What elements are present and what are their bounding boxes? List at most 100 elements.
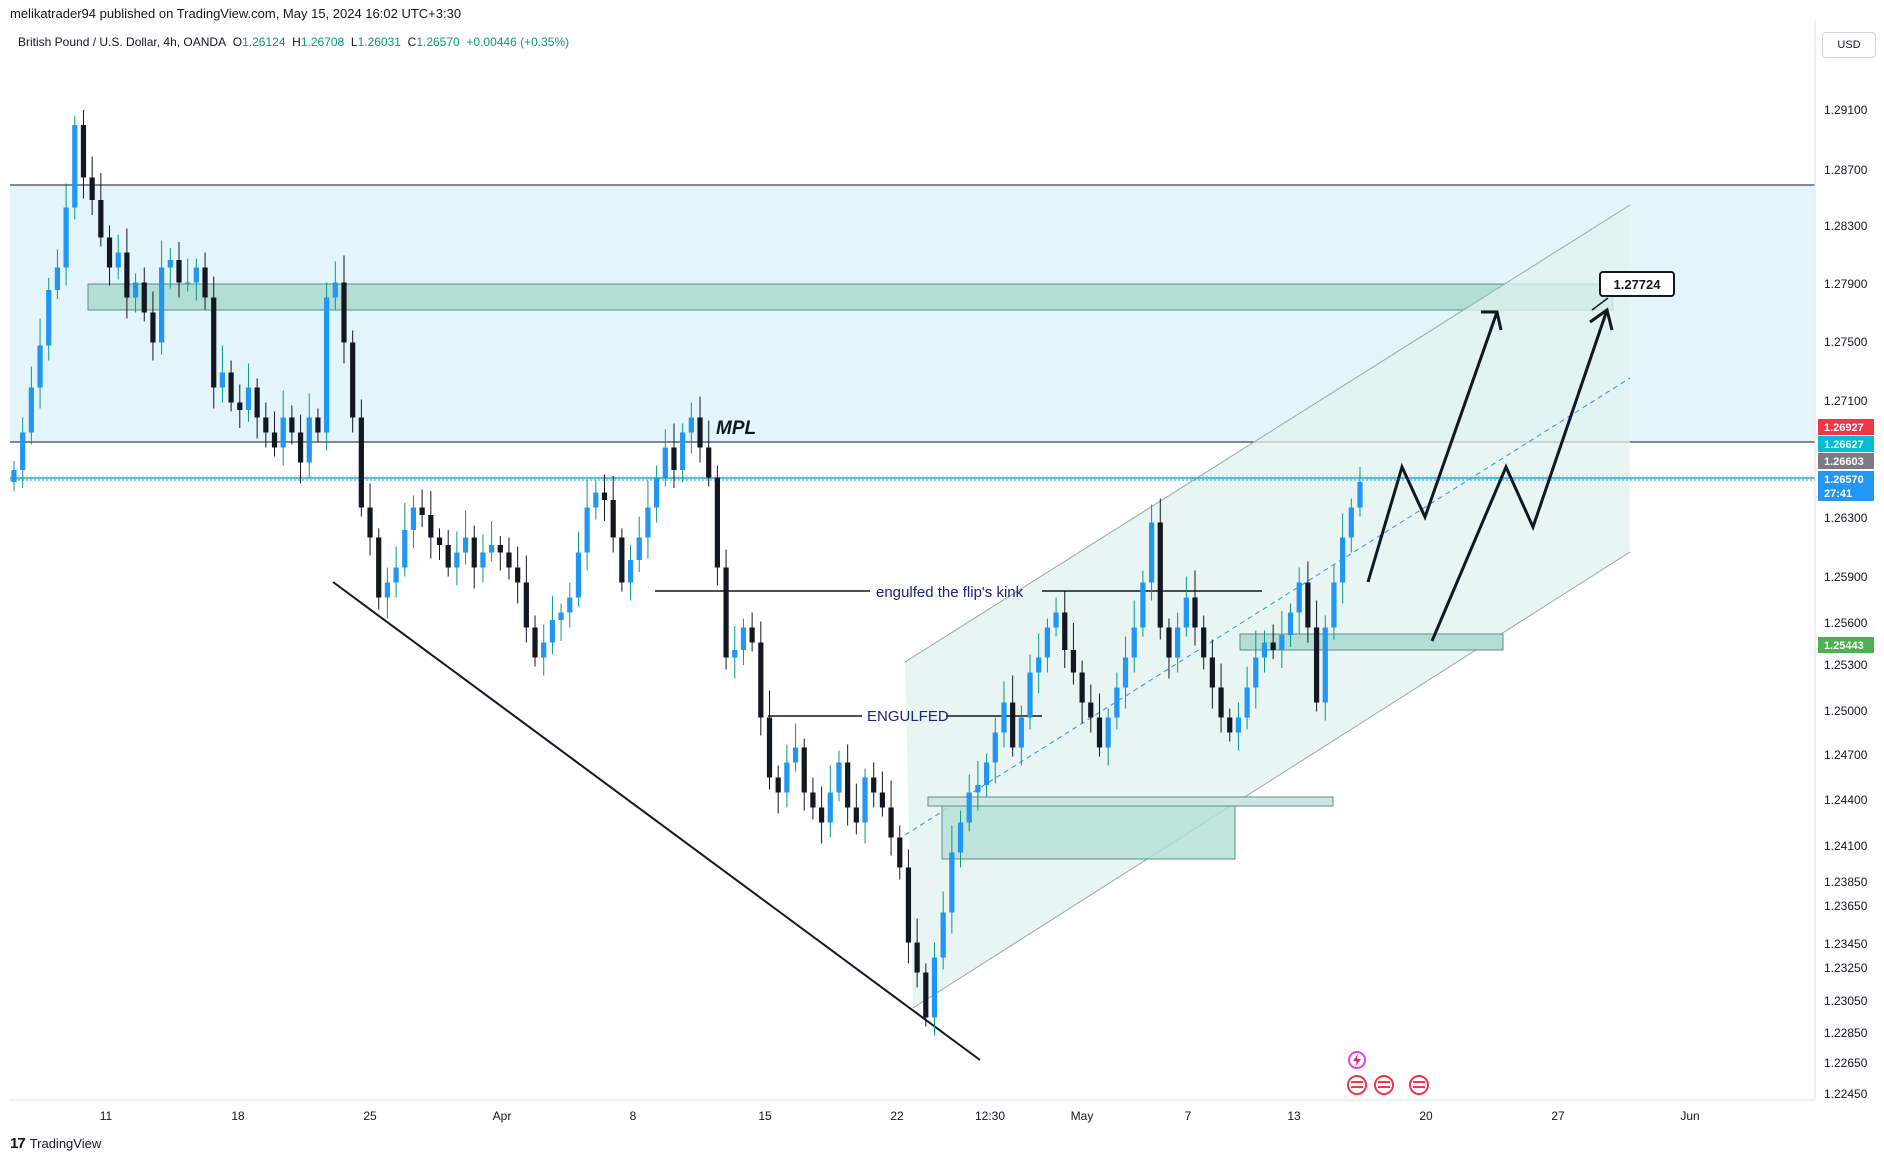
candle-body: [1340, 537, 1346, 583]
candle-body: [1227, 717, 1233, 733]
candle-body: [845, 762, 851, 808]
candle-body: [419, 507, 425, 515]
candle-body: [688, 417, 694, 433]
x-axis[interactable]: 11 18 25 Apr 8 15 22 12:30 May 7 13 20 27 Jun: [100, 1109, 1700, 1123]
currency-button[interactable]: USD: [1822, 32, 1876, 58]
candle-body: [263, 417, 269, 433]
candle-body: [193, 267, 199, 283]
high-value: 1.26708: [300, 35, 345, 49]
candle-body: [1131, 627, 1137, 658]
candle-body: [1253, 657, 1259, 688]
candle-body: [1270, 642, 1276, 650]
us-flag-icon[interactable]: [1347, 1075, 1367, 1095]
candle-body: [784, 762, 790, 793]
candle-body: [662, 447, 668, 478]
candle-body: [1122, 657, 1129, 688]
candle-body: [567, 597, 573, 613]
candle-body: [680, 432, 686, 470]
candle-body: [37, 345, 43, 388]
projection-path-b: [1430, 309, 1609, 642]
candle-body: [132, 282, 139, 298]
y-tick-label: 1.28700: [1824, 163, 1868, 177]
candle-body: [393, 567, 399, 583]
us-flag-icon[interactable]: [1409, 1075, 1429, 1095]
candle-body: [1305, 582, 1311, 628]
y-tick-label: 1.22450: [1824, 1087, 1868, 1101]
y-tick-label: 1.23450: [1824, 937, 1868, 951]
candle-body: [541, 642, 547, 658]
candle-body: [1313, 627, 1320, 703]
price-tag-label: 1.26627: [1824, 439, 1864, 451]
x-tick-label: May: [1071, 1109, 1094, 1123]
candle-body: [983, 762, 990, 785]
candle-body: [627, 560, 634, 583]
candle-body: [115, 252, 121, 268]
demand-zone-large: [941, 805, 1236, 860]
candle-body: [211, 297, 217, 388]
y-tick-label: 1.29100: [1824, 103, 1868, 117]
candle-body: [888, 807, 894, 838]
flag-stripe: [1351, 1081, 1363, 1083]
candle-body: [384, 582, 391, 598]
y-tick-label: 1.23850: [1824, 875, 1868, 889]
y-tick-label: 1.24100: [1824, 839, 1868, 853]
candle-body: [827, 792, 833, 823]
candle-body: [1201, 627, 1207, 658]
candle-body: [219, 372, 226, 388]
candle-body: [306, 417, 312, 463]
candle-body: [11, 470, 17, 482]
open-label: O: [232, 35, 243, 49]
candle-body: [350, 342, 356, 418]
candle-body: [1001, 702, 1007, 733]
mpl-label: MPL: [716, 418, 756, 439]
candle-body: [593, 492, 599, 508]
candle-body: [480, 552, 486, 568]
candle-body: [992, 732, 998, 763]
flag-stripe: [1378, 1081, 1390, 1083]
price-tag-bg: [1818, 471, 1874, 501]
candle-body: [619, 537, 625, 583]
candle-body: [879, 792, 885, 808]
demand-zone-recent: [1239, 633, 1504, 651]
candle-body: [1322, 627, 1328, 703]
price-tag-label: 1.26570: [1824, 474, 1864, 486]
candle-body: [1166, 627, 1172, 658]
candle-body: [63, 207, 69, 268]
candle-body: [289, 417, 295, 433]
price-tag-bg: [1818, 419, 1874, 435]
low-value: 1.26031: [357, 35, 401, 49]
candle-body: [1192, 597, 1198, 628]
candle-body: [1279, 635, 1285, 650]
candle-body: [471, 537, 477, 568]
candle-body: [749, 627, 755, 643]
tradingview-logo-icon: 17: [10, 1135, 26, 1152]
y-tick-label: 1.27900: [1824, 277, 1868, 291]
candle-body: [1053, 612, 1059, 628]
candle-body: [20, 432, 26, 470]
candle-body: [54, 267, 61, 290]
event-icons[interactable]: [1347, 1051, 1429, 1095]
candle-body: [610, 500, 616, 538]
y-axis[interactable]: 1.29100 1.28700 1.28300 1.27900 1.27500 1.271…: [1824, 103, 1868, 1101]
candle-body: [1027, 672, 1033, 718]
candle-body: [462, 537, 469, 553]
x-tick-label: 13: [1287, 1109, 1301, 1123]
y-tick-label: 1.27100: [1824, 394, 1868, 408]
us-flag-icon[interactable]: [1374, 1075, 1394, 1095]
price-tag-label: 1.25443: [1824, 640, 1864, 652]
target-callout-label: 1.27724: [1614, 277, 1662, 292]
flag-stripe: [1413, 1081, 1425, 1083]
candle-body: [436, 537, 443, 545]
candle-body: [871, 777, 877, 793]
candle-body: [410, 507, 417, 530]
y-tick-label: 1.23050: [1824, 994, 1868, 1008]
price-tag-label: 1.26603: [1824, 456, 1864, 468]
y-tick-label: 1.24400: [1824, 793, 1868, 807]
candle-body: [1018, 717, 1024, 748]
candle-body: [1062, 612, 1068, 650]
candle-body: [454, 552, 460, 568]
x-tick-label: 27: [1551, 1109, 1565, 1123]
candle-body: [949, 852, 955, 913]
candle-body: [1036, 657, 1042, 673]
